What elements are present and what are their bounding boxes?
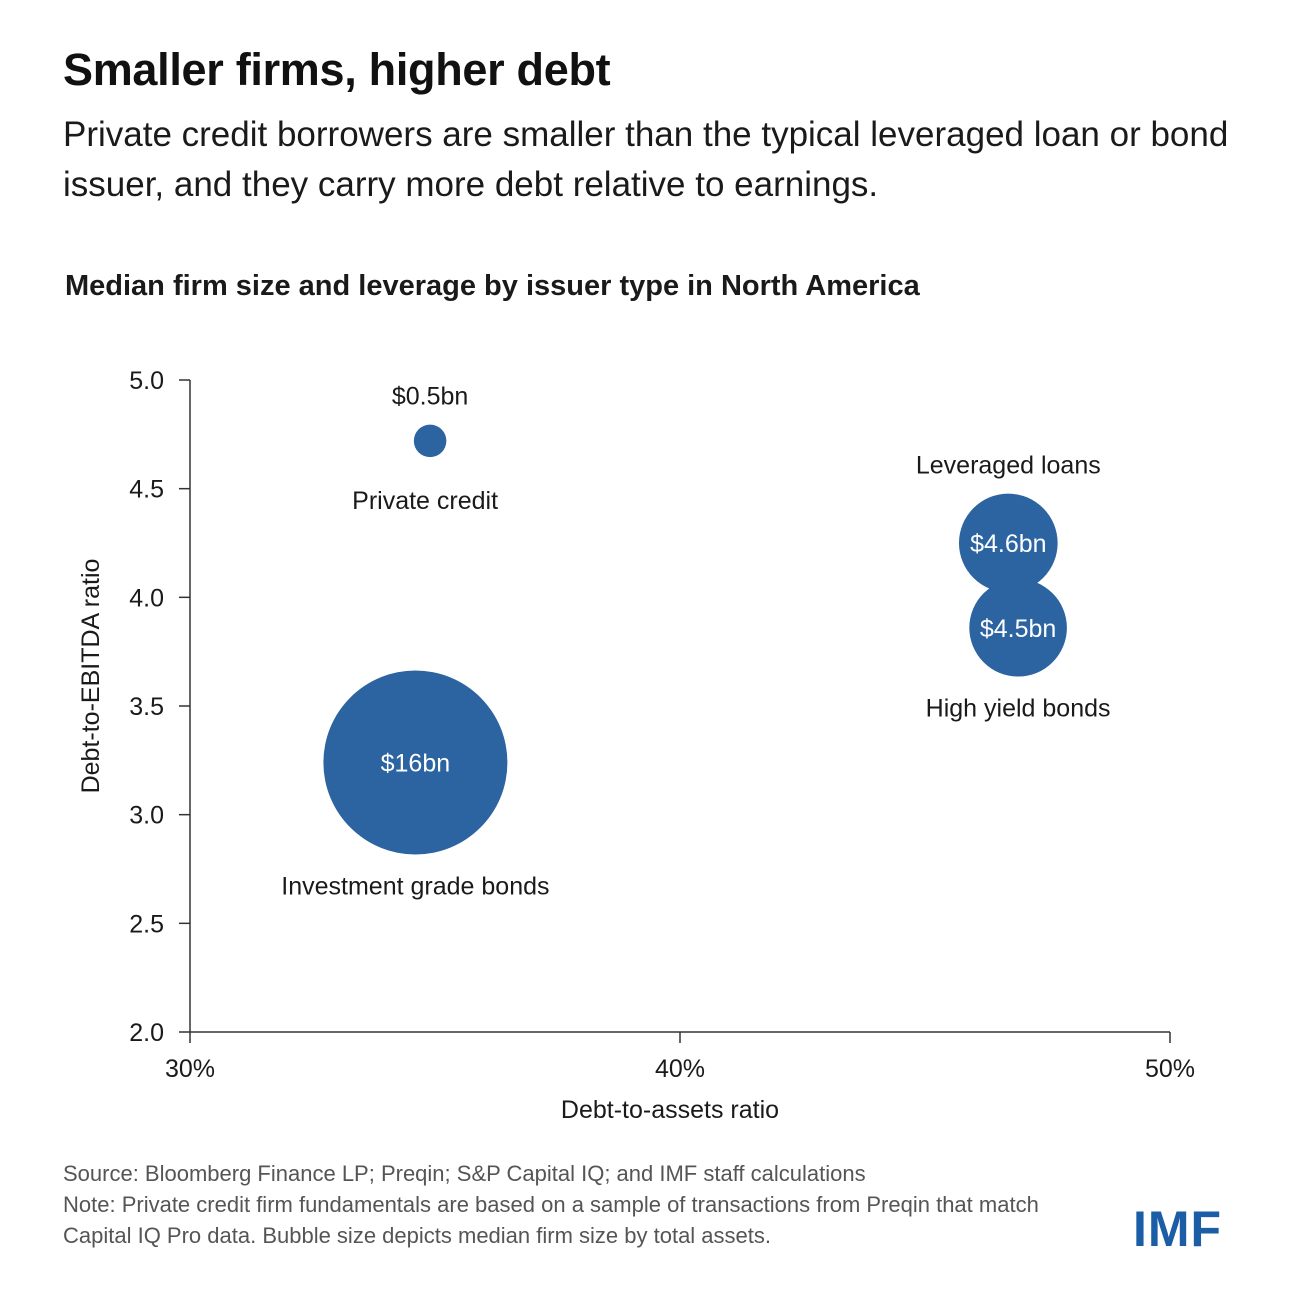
bubble-name-label: Leveraged loans [916,452,1101,480]
y-tick-label: 5.0 [129,367,164,395]
subheadline: Private credit borrowers are smaller tha… [63,115,1229,204]
headline: Smaller firms, higher debt [63,44,611,95]
bubble-chart: 2.0 2.5 3.0 3.5 4.0 4.5 5.0 30% 40% 50% Debt-to-as… [77,367,1195,1124]
y-tick-label: 4.5 [129,476,164,504]
bubble-high-yield-bonds [969,578,1067,677]
x-tick-label: 30% [165,1055,215,1083]
bubble-investment-grade-bonds [323,670,508,855]
bubble-name-label: Private credit [352,487,498,515]
y-tick-label: 2.0 [129,1019,164,1047]
chart-title: Median firm size and leverage by issuer … [65,270,920,302]
methodology-note: Note: Private credit firm fundamentals a… [63,1192,1039,1248]
bubble-value-label: $0.5bn [392,383,468,411]
x-tick-label: 50% [1145,1055,1195,1083]
bubble-value-label: $4.6bn [970,530,1046,558]
y-tick-label: 3.0 [129,802,164,830]
y-tick-label: 3.5 [129,693,164,721]
bubble-private-credit [413,424,447,458]
bubble-name-label: Investment grade bonds [281,873,549,901]
bubble-value-label: $4.5bn [980,615,1056,643]
x-tick-label: 40% [655,1055,705,1083]
footer: Source: Bloomberg Finance LP; Preqin; S&… [63,1158,1103,1251]
source-note: Source: Bloomberg Finance LP; Preqin; S&… [63,1161,866,1186]
imf-logo: IMF [1133,1201,1223,1257]
x-axis-label: Debt-to-assets ratio [561,1096,779,1124]
bubble-leveraged-loans [958,493,1058,593]
bubble-name-label: High yield bonds [926,695,1111,723]
y-tick-label: 2.5 [129,910,164,938]
y-tick-label: 4.0 [129,584,164,612]
y-axis-label: Debt-to-EBITDA ratio [77,559,105,794]
bubble-value-label: $16bn [381,750,451,778]
